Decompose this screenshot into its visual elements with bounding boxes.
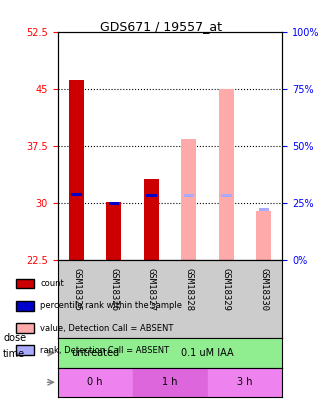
Text: GSM18327: GSM18327 bbox=[147, 268, 156, 311]
Bar bbox=[184, 194, 194, 197]
Text: GSM18329: GSM18329 bbox=[222, 268, 231, 311]
Text: GSM18328: GSM18328 bbox=[184, 268, 193, 311]
Bar bbox=[219, 90, 234, 260]
Text: time: time bbox=[3, 350, 25, 359]
Text: dose: dose bbox=[3, 333, 26, 343]
Text: value, Detection Call = ABSENT: value, Detection Call = ABSENT bbox=[40, 324, 173, 333]
Text: rank, Detection Call = ABSENT: rank, Detection Call = ABSENT bbox=[40, 346, 169, 355]
Bar bbox=[208, 368, 282, 397]
Text: GSM18326: GSM18326 bbox=[109, 268, 118, 311]
Text: 0 h: 0 h bbox=[88, 377, 103, 387]
Bar bbox=[144, 179, 159, 260]
Bar bbox=[109, 202, 119, 205]
Text: count: count bbox=[40, 279, 64, 288]
Bar bbox=[258, 208, 269, 211]
Bar bbox=[58, 368, 133, 397]
Text: GSM18330: GSM18330 bbox=[259, 268, 268, 311]
Bar bbox=[58, 338, 133, 368]
Bar bbox=[133, 368, 208, 397]
Text: percentile rank within the sample: percentile rank within the sample bbox=[40, 301, 182, 310]
Bar bbox=[146, 194, 157, 197]
Text: 3 h: 3 h bbox=[237, 377, 253, 387]
Text: GDS671 / 19557_at: GDS671 / 19557_at bbox=[100, 20, 221, 33]
Bar bbox=[69, 80, 84, 260]
Bar bbox=[107, 202, 121, 260]
Text: untreated: untreated bbox=[71, 348, 119, 358]
Bar bbox=[221, 194, 231, 197]
Text: GSM18325: GSM18325 bbox=[72, 268, 81, 311]
Text: 0.1 uM IAA: 0.1 uM IAA bbox=[181, 348, 234, 358]
Bar bbox=[256, 211, 271, 260]
Bar bbox=[71, 193, 82, 196]
Text: 1 h: 1 h bbox=[162, 377, 178, 387]
Bar bbox=[133, 338, 282, 368]
Bar bbox=[181, 139, 196, 260]
